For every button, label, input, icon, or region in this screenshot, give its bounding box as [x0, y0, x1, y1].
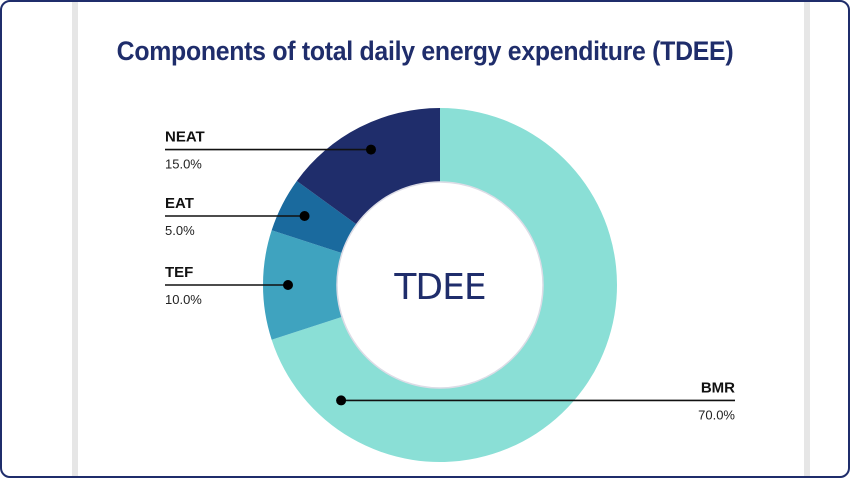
slice-value-tef: 10.0%	[165, 292, 202, 307]
center-label: TDEE	[393, 267, 485, 308]
donut-slices	[262, 108, 617, 463]
leader-dot-eat	[299, 210, 310, 221]
slice-label-neat: NEAT	[165, 129, 205, 146]
leader-dot-tef	[283, 280, 293, 290]
slice-neat	[296, 108, 440, 225]
slice-value-bmr: 70.0%	[698, 407, 735, 422]
slice-tef	[262, 230, 343, 340]
slice-eat	[271, 180, 357, 254]
slice-label-tef: TEF	[165, 264, 193, 281]
center-circle	[336, 181, 544, 389]
chart-title: Components of total daily energy expendi…	[116, 36, 734, 66]
slice-label-eat: EAT	[165, 195, 194, 212]
slice-value-eat: 5.0%	[165, 223, 195, 238]
slice-value-neat: 15.0%	[165, 157, 202, 172]
left-band	[72, 2, 78, 476]
right-band	[804, 2, 810, 476]
leader-dot-bmr	[336, 395, 347, 406]
slice-labels: BMR 70.0% TEF 10.0% EAT 5.0% NEAT 15.0%	[165, 129, 735, 422]
slice-label-bmr: BMR	[701, 379, 735, 396]
leader-dot-neat	[365, 144, 376, 155]
slice-bmr	[271, 108, 617, 463]
